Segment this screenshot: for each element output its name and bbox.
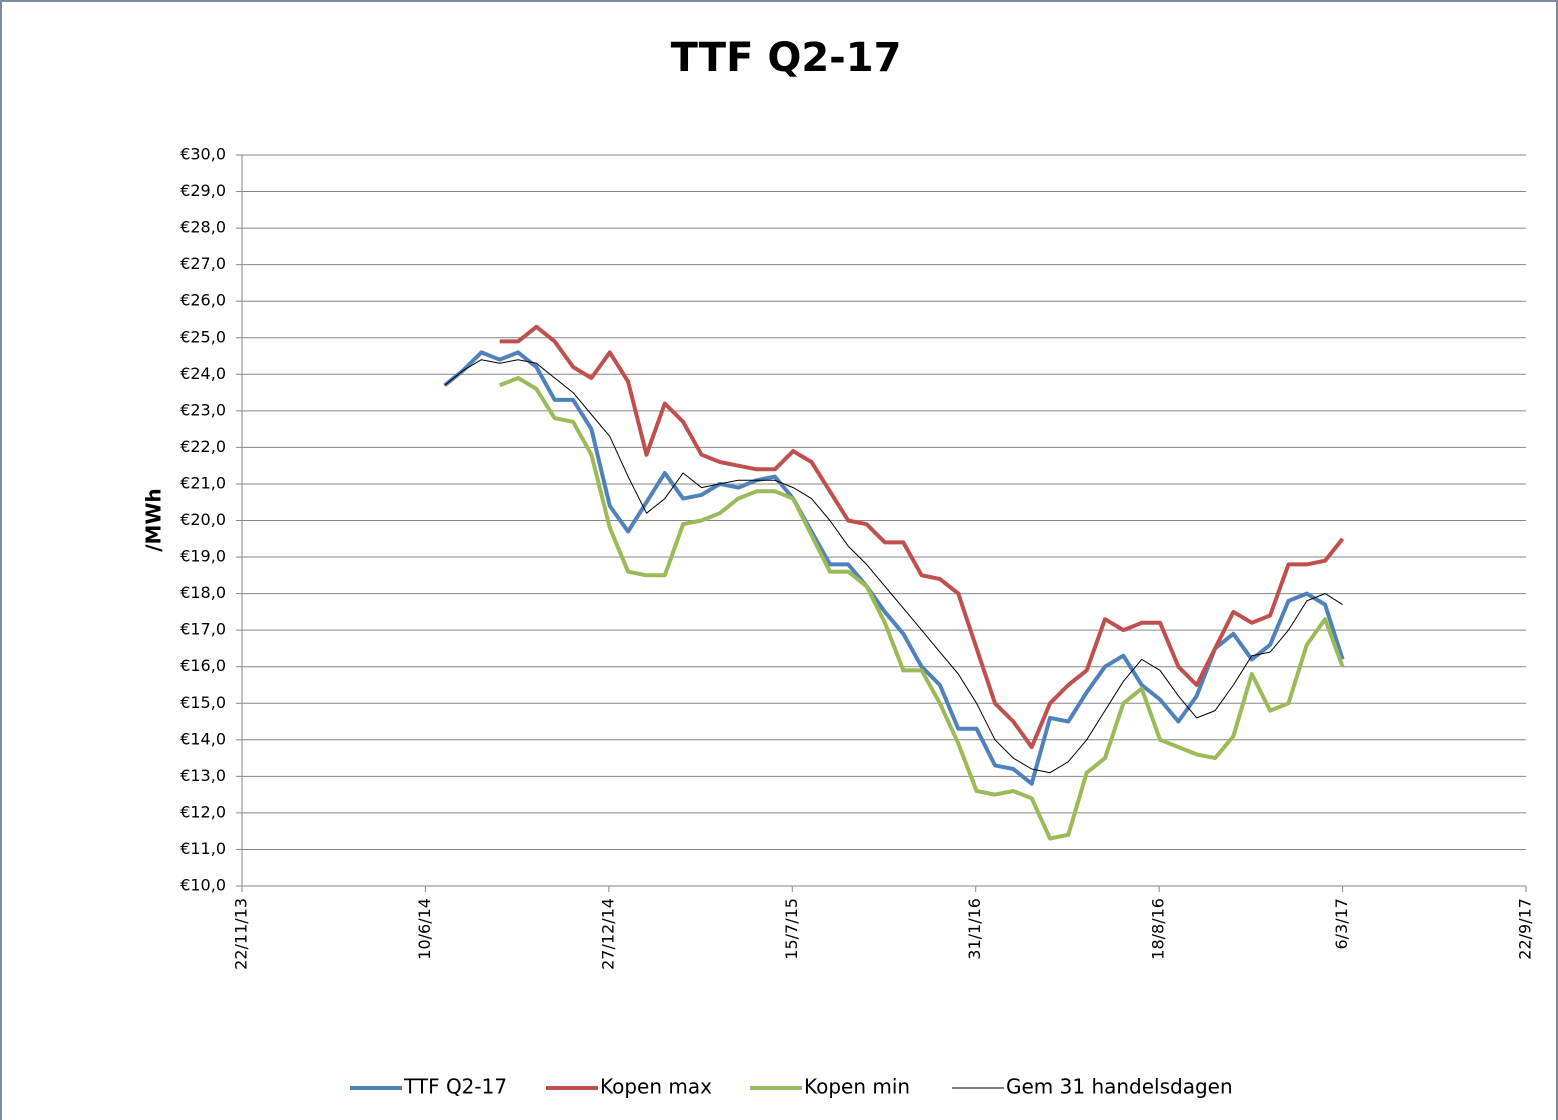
y-tick-label: €19,0 [180,547,226,566]
y-tick-label: €27,0 [180,254,226,273]
chart-title: TTF Q2-17 [671,35,902,81]
x-tick-label: 6/3/17 [1332,898,1351,950]
y-tick-label: €13,0 [180,766,226,785]
y-tick-label: €18,0 [180,583,226,602]
x-tick-label: 18/8/16 [1149,898,1168,960]
y-tick-label: €11,0 [180,839,226,858]
y-tick-label: €26,0 [180,291,226,310]
x-tick-label: 27/12/14 [598,898,617,970]
legend-label: Kopen max [600,1075,712,1099]
y-tick-label: €25,0 [180,327,226,346]
series-line [444,359,1343,774]
x-tick-label: 22/11/13 [232,898,251,970]
y-tick-label: €15,0 [180,693,226,712]
y-tick-label: €14,0 [180,729,226,748]
y-tick-label: €30,0 [180,145,226,164]
y-tick-label: €12,0 [180,802,226,821]
y-tick-label: €24,0 [180,364,226,383]
y-axis-label: /MWh [142,488,166,552]
series-line [498,376,1345,841]
y-tick-label: €10,0 [180,876,226,895]
y-tick-label: €17,0 [180,620,226,639]
y-tick-label: €28,0 [180,218,226,237]
y-tick-label: €21,0 [180,473,226,492]
series-line [499,324,1345,750]
y-tick-label: €22,0 [180,437,226,456]
y-tick-label: €29,0 [180,181,226,200]
x-tick-label: 31/1/16 [965,898,984,960]
x-tick-label: 15/7/15 [782,898,801,960]
x-tick-label: 10/6/14 [415,898,434,960]
series-line [443,350,1345,786]
x-tick-label: 22/9/17 [1516,898,1535,960]
y-tick-label: €23,0 [180,400,226,419]
legend-label: Gem 31 handelsdagen [1006,1075,1233,1099]
legend-label: Kopen min [804,1075,910,1099]
y-tick-label: €20,0 [180,510,226,529]
y-tick-label: €16,0 [180,656,226,675]
legend-label: TTF Q2-17 [403,1075,507,1099]
